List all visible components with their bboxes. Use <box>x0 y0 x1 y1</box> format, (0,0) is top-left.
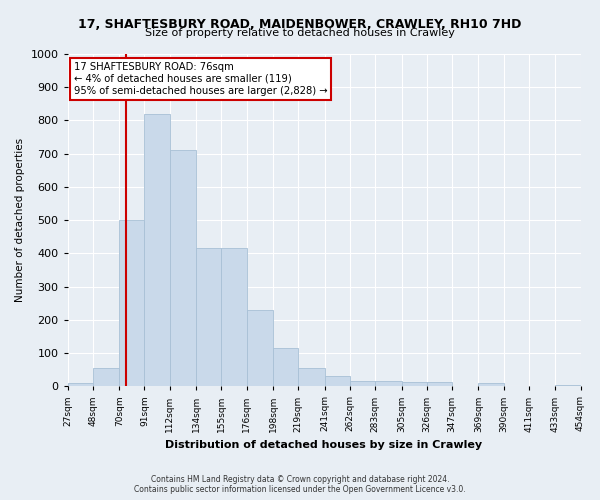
Bar <box>401 382 427 386</box>
Bar <box>555 384 580 386</box>
Bar <box>298 368 325 386</box>
Bar <box>145 114 170 386</box>
Bar <box>325 376 350 386</box>
Bar <box>478 383 503 386</box>
Bar <box>375 382 401 386</box>
X-axis label: Distribution of detached houses by size in Crawley: Distribution of detached houses by size … <box>166 440 482 450</box>
Text: 17 SHAFTESBURY ROAD: 76sqm
← 4% of detached houses are smaller (119)
95% of semi: 17 SHAFTESBURY ROAD: 76sqm ← 4% of detac… <box>74 62 327 96</box>
Bar <box>221 248 247 386</box>
Text: 17, SHAFTESBURY ROAD, MAIDENBOWER, CRAWLEY, RH10 7HD: 17, SHAFTESBURY ROAD, MAIDENBOWER, CRAWL… <box>79 18 521 30</box>
Bar <box>350 382 375 386</box>
Bar <box>68 383 93 386</box>
Bar <box>196 248 221 386</box>
Bar <box>273 348 298 387</box>
Bar <box>247 310 273 386</box>
Text: Size of property relative to detached houses in Crawley: Size of property relative to detached ho… <box>145 28 455 38</box>
Bar <box>93 368 119 386</box>
Bar <box>427 382 452 386</box>
Bar <box>119 220 145 386</box>
Y-axis label: Number of detached properties: Number of detached properties <box>15 138 25 302</box>
Bar <box>170 150 196 386</box>
Text: Contains HM Land Registry data © Crown copyright and database right 2024.
Contai: Contains HM Land Registry data © Crown c… <box>134 474 466 494</box>
